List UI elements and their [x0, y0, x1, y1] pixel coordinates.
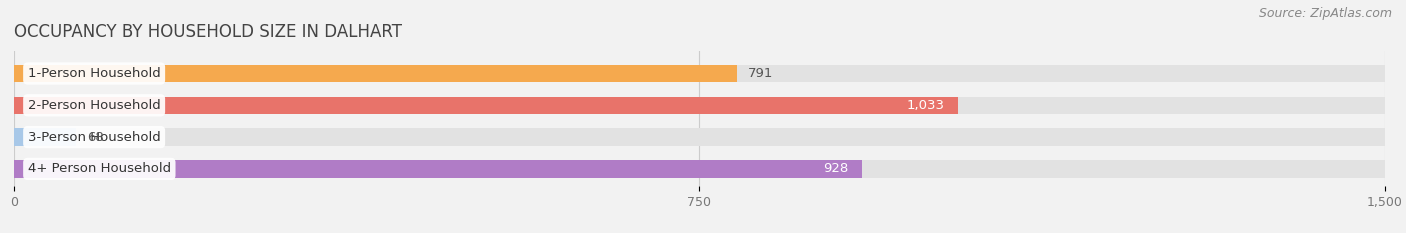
Bar	[14, 160, 862, 178]
Text: 4+ Person Household: 4+ Person Household	[28, 162, 172, 175]
Text: 928: 928	[823, 162, 848, 175]
Bar	[14, 65, 737, 82]
Bar	[14, 96, 1385, 114]
Bar	[14, 160, 1385, 178]
Bar	[14, 128, 1385, 146]
Text: 3-Person Household: 3-Person Household	[28, 131, 160, 144]
Text: Source: ZipAtlas.com: Source: ZipAtlas.com	[1258, 7, 1392, 20]
Bar	[14, 65, 1385, 82]
Text: OCCUPANCY BY HOUSEHOLD SIZE IN DALHART: OCCUPANCY BY HOUSEHOLD SIZE IN DALHART	[14, 23, 402, 41]
Bar	[14, 128, 76, 146]
Bar	[14, 96, 957, 114]
Text: 68: 68	[87, 131, 104, 144]
Text: 791: 791	[748, 67, 773, 80]
Text: 2-Person Household: 2-Person Household	[28, 99, 160, 112]
Text: 1,033: 1,033	[907, 99, 945, 112]
Text: 1-Person Household: 1-Person Household	[28, 67, 160, 80]
